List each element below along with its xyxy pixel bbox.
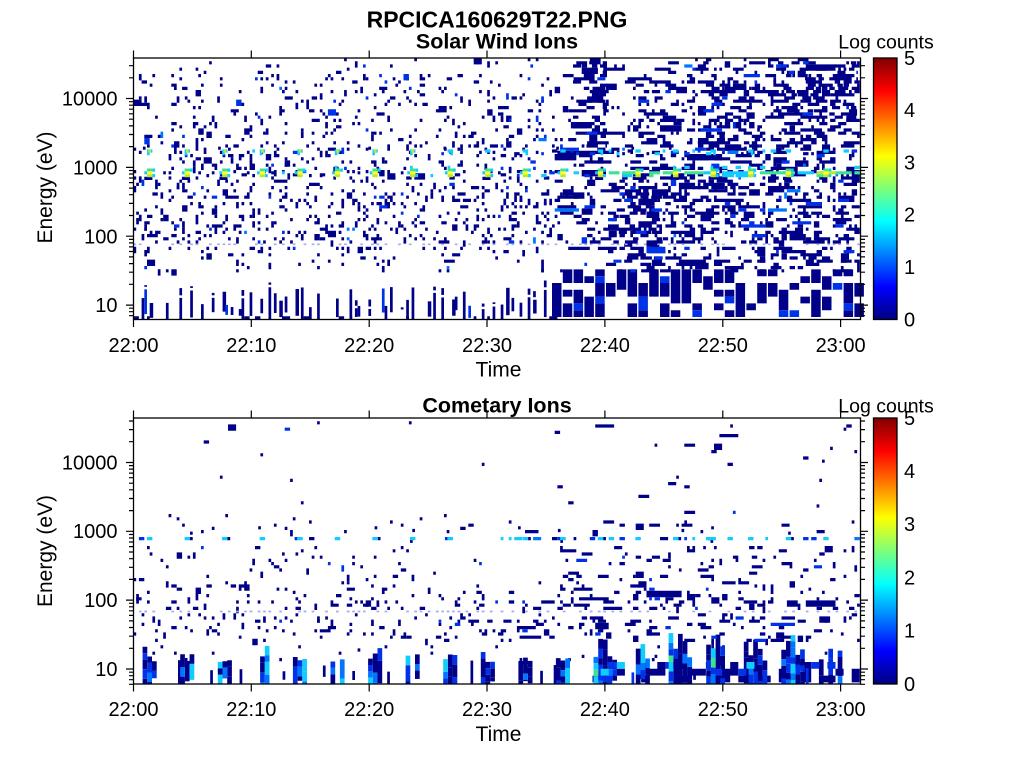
svg-text:Energy (eV): Energy (eV) [34,495,57,607]
svg-text:10: 10 [95,295,117,317]
svg-text:RPCICA160629T22.PNG: RPCICA160629T22.PNG [367,7,628,33]
svg-text:Log counts: Log counts [838,395,934,417]
svg-text:22:20: 22:20 [344,699,394,721]
svg-text:22:00: 22:00 [108,699,158,721]
svg-text:Time: Time [476,359,522,382]
svg-text:22:20: 22:20 [344,335,394,357]
svg-text:10: 10 [95,659,117,681]
svg-text:4: 4 [904,461,915,483]
svg-text:5: 5 [904,408,915,430]
svg-text:22:50: 22:50 [698,699,748,721]
svg-text:22:30: 22:30 [462,699,512,721]
svg-text:22:50: 22:50 [698,335,748,357]
svg-text:3: 3 [904,152,915,174]
svg-text:3: 3 [904,514,915,536]
svg-text:Energy (eV): Energy (eV) [34,131,57,243]
svg-text:22:10: 22:10 [226,335,276,357]
svg-text:0: 0 [904,674,915,696]
svg-text:0: 0 [904,309,915,331]
svg-text:23:00: 23:00 [816,699,866,721]
svg-text:1000: 1000 [73,157,118,179]
svg-text:22:10: 22:10 [226,699,276,721]
svg-text:10000: 10000 [62,89,118,111]
svg-text:10000: 10000 [62,452,118,474]
svg-text:100: 100 [84,226,117,248]
svg-text:4: 4 [904,100,915,122]
svg-text:22:30: 22:30 [462,335,512,357]
svg-text:1: 1 [904,621,915,643]
svg-text:Time: Time [476,723,522,746]
svg-text:Cometary Ions: Cometary Ions [422,393,571,417]
svg-text:Log counts: Log counts [838,32,934,54]
svg-text:1: 1 [904,257,915,279]
svg-text:23:00: 23:00 [816,335,866,357]
svg-text:5: 5 [904,48,915,70]
svg-text:Solar Wind Ions: Solar Wind Ions [416,30,578,54]
svg-text:22:40: 22:40 [580,699,630,721]
svg-text:2: 2 [904,567,915,589]
svg-text:22:00: 22:00 [108,335,158,357]
svg-text:1000: 1000 [73,521,118,543]
svg-text:22:40: 22:40 [580,335,630,357]
svg-text:2: 2 [904,205,915,227]
svg-text:100: 100 [84,590,117,612]
